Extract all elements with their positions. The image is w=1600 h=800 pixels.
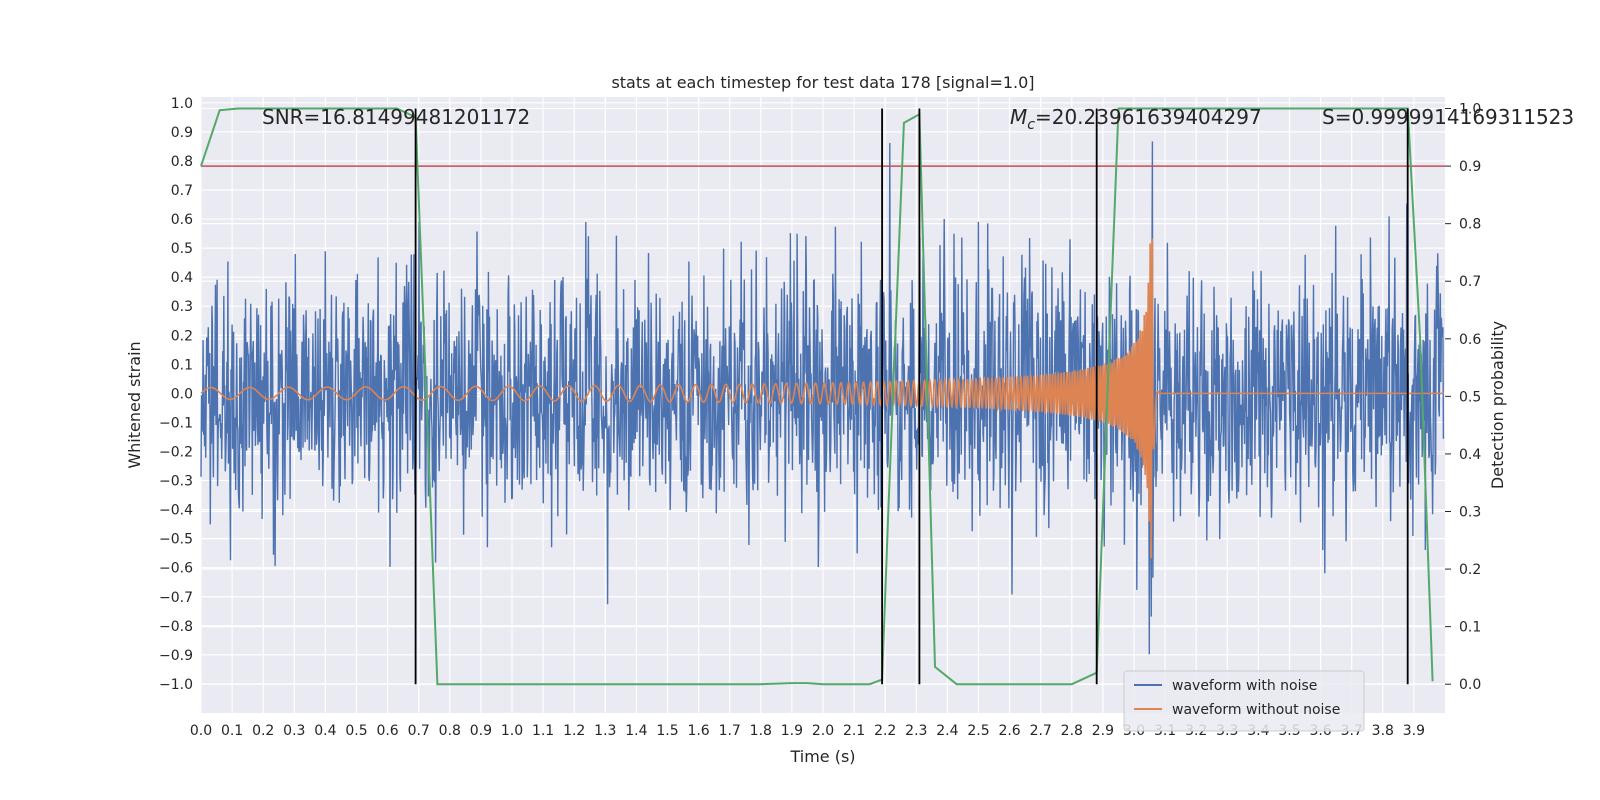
y2-tick-label: 0.8: [1459, 217, 1481, 233]
x-tick-label: 2.1: [843, 723, 865, 739]
series-layer: [200, 107, 1445, 686]
y2-tick-label: 0.0: [1459, 677, 1481, 693]
y-tick-label: 0.1: [171, 357, 193, 373]
x-tick-label: 0.2: [252, 723, 274, 739]
x-tick-label: 0.3: [283, 723, 305, 739]
y-tick-label: −1.0: [159, 677, 193, 693]
y2-tick-label: 0.7: [1459, 274, 1481, 290]
x-tick-label: 2.3: [905, 723, 927, 739]
legend-entry-noisy: waveform with noise: [1172, 678, 1317, 694]
x-tick-label: 2.4: [936, 723, 958, 739]
y-tick-label: 1.0: [171, 96, 193, 112]
x-tick-label: 2.2: [874, 723, 896, 739]
x-tick-label: 1.8: [750, 723, 772, 739]
y-tick-label: 0.0: [171, 386, 193, 402]
x-tick-label: 2.7: [1030, 723, 1052, 739]
legend-entry-clean: waveform without noise: [1172, 702, 1340, 718]
y-tick-label: −0.7: [159, 590, 193, 606]
y-tick-label: −0.9: [159, 648, 193, 664]
y2-tick-label: 0.4: [1459, 447, 1481, 463]
x-tick-label: 0.0: [190, 723, 212, 739]
y2-tick-label: 0.2: [1459, 562, 1481, 578]
x-tick-label: 1.7: [719, 723, 741, 739]
y-tick-label: 0.6: [171, 212, 193, 228]
chirp-mass-symbol: M: [1010, 105, 1027, 129]
y-tick-label: −0.5: [159, 532, 193, 548]
x-tick-label: 2.8: [1061, 723, 1083, 739]
x-tick-label: 3.9: [1403, 723, 1425, 739]
y-tick-label: 0.9: [171, 125, 193, 141]
clean-waveform-line: [200, 238, 1444, 559]
y2-tick-label: 0.5: [1459, 389, 1481, 405]
x-tick-label: 0.7: [408, 723, 430, 739]
x-tick-label: 0.5: [345, 723, 367, 739]
y-tick-label: −0.8: [159, 619, 193, 635]
y2-tick-label: 0.9: [1459, 159, 1481, 175]
y-tick-label: 0.3: [171, 299, 193, 315]
y-tick-label: −0.1: [159, 415, 193, 431]
legend: waveform with noise waveform without noi…: [1123, 670, 1365, 732]
x-tick-label: 2.5: [967, 723, 989, 739]
y-tick-label: 0.5: [171, 241, 193, 257]
y-axis-label: Whitened strain: [125, 341, 144, 468]
x-tick-label: 1.1: [532, 723, 554, 739]
x-tick-label: 2.0: [812, 723, 834, 739]
x-tick-label: 1.4: [625, 723, 647, 739]
y-axis-right-label: Detection probability: [1488, 321, 1507, 489]
x-tick-label: 1.3: [594, 723, 616, 739]
y-tick-label: −0.3: [159, 474, 193, 490]
y-tick-label: −0.4: [159, 503, 193, 519]
y2-tick-label: 0.1: [1459, 620, 1481, 636]
chirp-mass-annotation: Mc=20.23961639404297: [1010, 105, 1262, 133]
vertical-markers: [414, 108, 1409, 685]
chirp-mass-value: =20.23961639404297: [1035, 105, 1262, 129]
snr-annotation: SNR=16.81499481201172: [262, 105, 530, 129]
chirp-mass-subscript: c: [1027, 117, 1035, 133]
detection-probability-line: [200, 107, 1434, 686]
y-tick-label: 0.4: [171, 270, 193, 286]
x-tick-label: 0.6: [376, 723, 398, 739]
x-tick-label: 1.9: [781, 723, 803, 739]
y-tick-label: −0.6: [159, 561, 193, 577]
y2-tick-label: 0.6: [1459, 332, 1481, 348]
y2-tick-label: 0.3: [1459, 505, 1481, 521]
x-tick-label: 1.0: [501, 723, 523, 739]
x-tick-label: 2.9: [1092, 723, 1114, 739]
y-tick-label: 0.2: [171, 328, 193, 344]
y2-tick-label: 1.0: [1459, 102, 1481, 118]
y-tick-label: −0.2: [159, 444, 193, 460]
y-tick-label: 0.7: [171, 183, 193, 199]
x-tick-label: 3.8: [1372, 723, 1394, 739]
x-tick-label: 1.6: [687, 723, 709, 739]
noisy-waveform-line: [200, 141, 1445, 655]
y-tick-label: 0.8: [171, 154, 193, 170]
x-tick-label: 0.1: [221, 723, 243, 739]
x-tick-label: 2.6: [998, 723, 1020, 739]
x-tick-label: 1.2: [563, 723, 585, 739]
s-annotation: S=0.9999914169311523: [1322, 105, 1574, 129]
x-tick-label: 0.4: [314, 723, 336, 739]
legend-box: [1123, 670, 1365, 732]
chart-title: stats at each timestep for test data 178…: [611, 73, 1034, 92]
x-tick-label: 0.9: [470, 723, 492, 739]
x-tick-label: 0.8: [439, 723, 461, 739]
x-tick-label: 1.5: [656, 723, 678, 739]
x-axis-label: Time (s): [789, 747, 855, 766]
